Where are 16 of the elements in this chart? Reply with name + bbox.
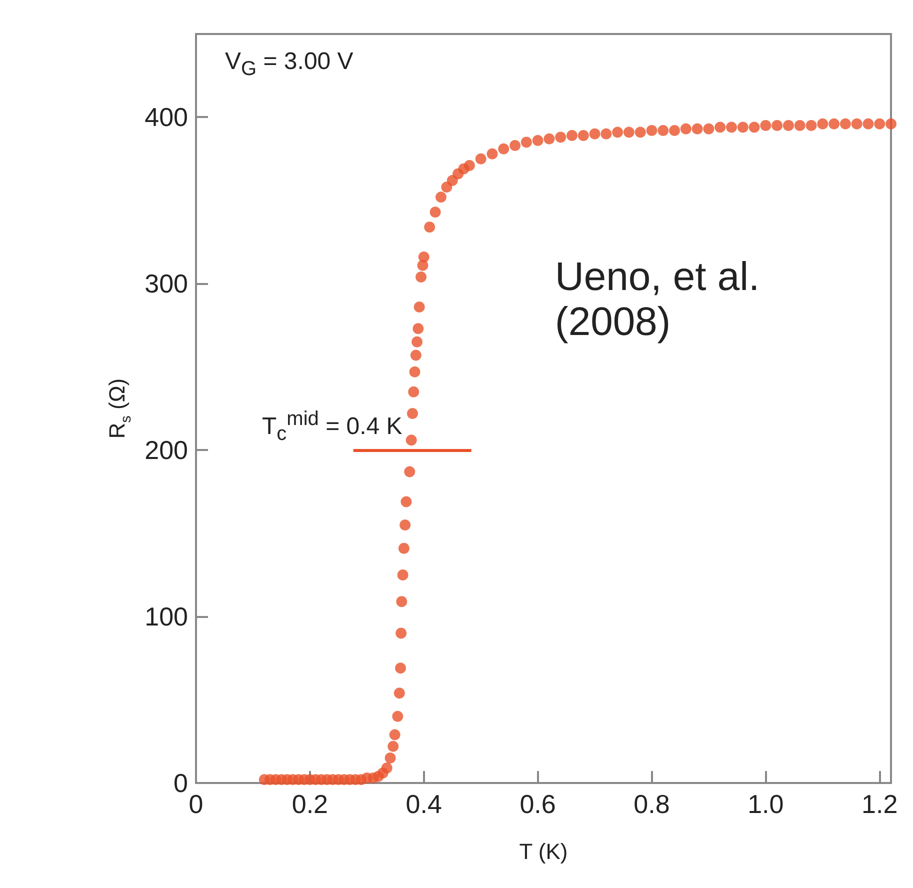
x-tick-label: 1.2	[862, 789, 898, 819]
x-tick-label: 0.8	[634, 789, 670, 819]
annotation: T$_{c}$$^{mid}$ = 0.4 K	[262, 408, 402, 446]
annotation: V$_{G}$ = 3.00 V	[225, 48, 354, 81]
x-tick-label: 0.4	[406, 789, 442, 819]
y-tick-label: 300	[144, 268, 188, 299]
x-tick-label: 1.0	[748, 789, 784, 819]
x-tick-label: 0.2	[292, 789, 328, 819]
y-tick-label: 0	[174, 768, 188, 798]
y-tick-label: 100	[144, 602, 188, 632]
x-tick-label: 0.6	[520, 789, 556, 819]
x-axis-title: T (K)	[519, 839, 568, 864]
annotation: Ueno, et al. (2008)	[555, 255, 761, 345]
y-tick-label: 200	[144, 435, 188, 466]
y-axis-title: Rs (Ω)	[104, 378, 135, 439]
y-tick-label: 400	[144, 102, 188, 132]
